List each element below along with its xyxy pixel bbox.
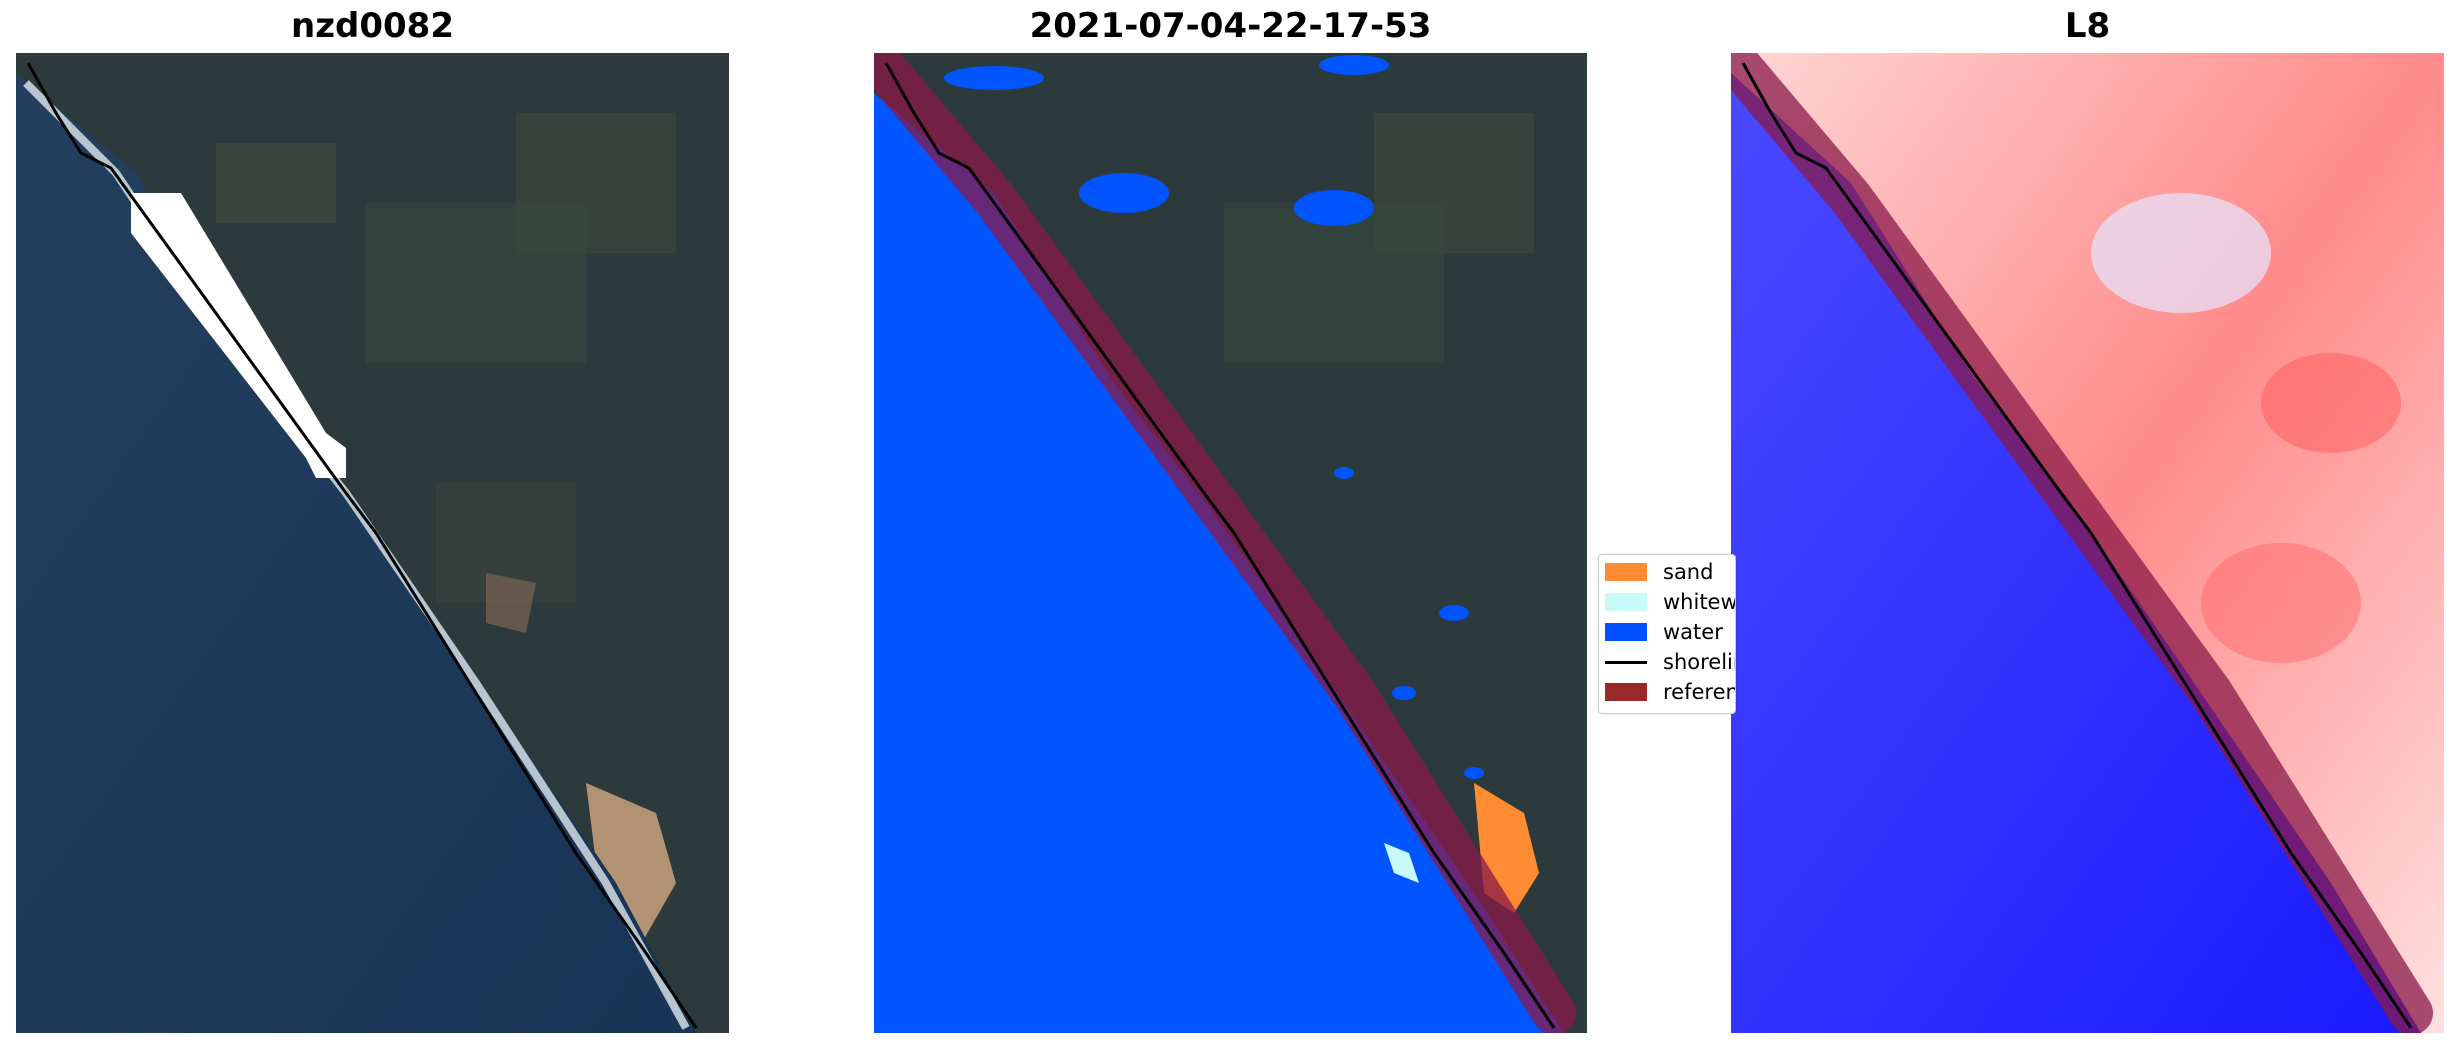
legend-item-reference: reference xyxy=(1605,680,1735,704)
index-panel xyxy=(1731,53,2444,1033)
sand-swatch xyxy=(1605,563,1647,581)
legend-item-water: water xyxy=(1605,620,1723,644)
legend-label: whitewater xyxy=(1663,590,1736,614)
legend-item-sand: sand xyxy=(1605,560,1713,584)
rgb-satellite-image xyxy=(16,53,729,1033)
classification-panel xyxy=(874,53,1587,1033)
shoreline-line xyxy=(26,62,698,1029)
legend-label: reference xyxy=(1663,680,1735,704)
index-image xyxy=(1731,53,2444,1033)
legend-label: shoreline xyxy=(1663,650,1735,674)
shoreline-line xyxy=(884,62,1556,1029)
classification-image xyxy=(874,53,1587,1033)
reference-swatch xyxy=(1605,683,1647,701)
water-swatch xyxy=(1605,623,1647,641)
panel-title-index: L8 xyxy=(2064,6,2111,46)
legend-label: sand xyxy=(1663,560,1714,584)
shoreline-line xyxy=(1741,62,2413,1029)
legend-item-shoreline: shoreline xyxy=(1605,650,1735,674)
reference-buffer xyxy=(874,53,1576,1033)
panel-title-classification: 2021-07-04-22-17-53 xyxy=(1029,6,1432,46)
legend-label: water xyxy=(1663,620,1723,644)
rgb-image-panel xyxy=(16,53,729,1033)
legend: sand whitewater water shoreline referenc… xyxy=(1598,554,1736,714)
shoreline-swatch xyxy=(1605,660,1647,664)
reference-buffer xyxy=(1731,53,2433,1033)
legend-item-whitewater: whitewater xyxy=(1605,590,1736,614)
whitewater-swatch xyxy=(1605,593,1647,611)
panel-title-rgb: nzd0082 xyxy=(291,6,454,46)
